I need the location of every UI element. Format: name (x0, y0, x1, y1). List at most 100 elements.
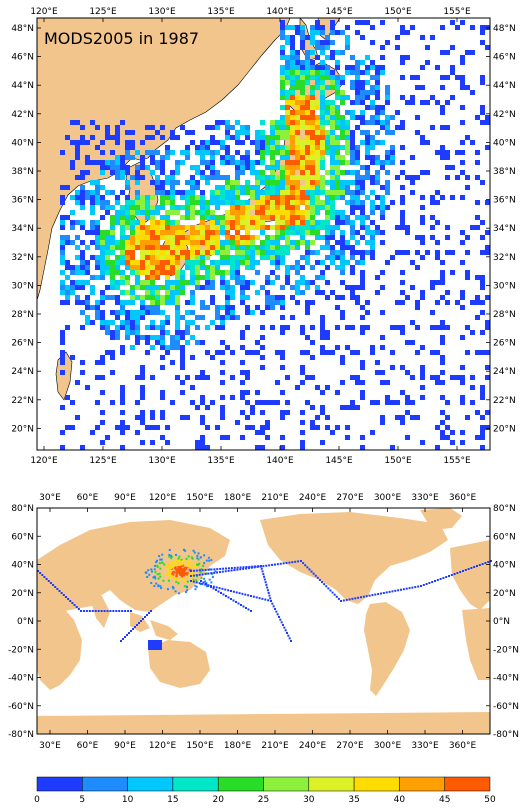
observation-cell (305, 60, 310, 65)
observation-cell (190, 245, 195, 250)
observation-cell (215, 325, 220, 330)
observation-cell (130, 245, 135, 250)
observation-cell (320, 275, 325, 280)
observation-cell (435, 325, 440, 330)
observation-cell (199, 556, 202, 559)
observation-cell (370, 235, 375, 240)
observation-cell (225, 435, 230, 440)
observation-cell (280, 390, 285, 395)
observation-cell (270, 250, 275, 255)
observation-cell (435, 380, 440, 385)
observation-cell (145, 270, 150, 275)
observation-cell (350, 285, 355, 290)
observation-cell (325, 425, 330, 430)
observation-cell (165, 190, 170, 195)
observation-cell (300, 195, 305, 200)
observation-cell (140, 210, 145, 215)
top-lat-label-right: 40°N (493, 138, 516, 148)
observation-cell (285, 180, 290, 185)
observation-cell (169, 562, 172, 565)
observation-cell (320, 330, 325, 335)
observation-cell (194, 588, 197, 591)
observation-cell (225, 260, 230, 265)
observation-cell (445, 250, 450, 255)
observation-cell (330, 260, 335, 265)
observation-cell (325, 130, 330, 135)
observation-cell (140, 375, 145, 380)
observation-cell (185, 320, 190, 325)
observation-cell (220, 220, 225, 225)
observation-cell (195, 270, 200, 275)
observation-cell (245, 130, 250, 135)
observation-cell (370, 190, 375, 195)
observation-cell (215, 175, 220, 180)
observation-cell (174, 590, 177, 593)
observation-cell (70, 210, 75, 215)
observation-cell (235, 215, 240, 220)
observation-cell (280, 85, 285, 90)
observation-cell (254, 565, 257, 568)
observation-cell (460, 230, 465, 235)
observation-cell (150, 240, 155, 245)
observation-cell (360, 395, 365, 400)
observation-cell (275, 255, 280, 260)
observation-cell (265, 275, 270, 280)
observation-cell (190, 280, 195, 285)
observation-cell (380, 592, 382, 595)
observation-cell (135, 175, 140, 180)
observation-cell (360, 70, 365, 75)
observation-cell (400, 365, 405, 370)
observation-cell (290, 200, 295, 205)
observation-cell (280, 145, 285, 150)
observation-cell (135, 330, 140, 335)
observation-cell (440, 150, 445, 155)
observation-cell (190, 175, 195, 180)
observation-cell (195, 240, 200, 245)
observation-cell (290, 230, 295, 235)
observation-cell (155, 205, 160, 210)
observation-cell (120, 290, 125, 295)
observation-cell (210, 190, 215, 195)
observation-cell (210, 210, 215, 215)
observation-cell (350, 195, 355, 200)
observation-cell (195, 340, 200, 345)
observation-cell (65, 295, 70, 300)
observation-cell (422, 584, 425, 586)
observation-cell (155, 300, 160, 305)
observation-cell (330, 190, 335, 195)
observation-cell (195, 185, 200, 190)
observation-cell (245, 295, 250, 300)
observation-cell (300, 275, 305, 280)
observation-cell (125, 265, 130, 270)
observation-cell (315, 195, 320, 200)
observation-cell (275, 220, 280, 225)
observation-cell (150, 270, 155, 275)
observation-cell (320, 260, 325, 265)
observation-cell (302, 562, 305, 565)
observation-cell (158, 562, 161, 565)
observation-cell (190, 400, 195, 405)
observation-cell (150, 265, 155, 270)
observation-cell (220, 415, 225, 420)
observation-cell (430, 280, 435, 285)
observation-cell (440, 25, 445, 30)
observation-cell (170, 345, 175, 350)
colorbar-label: 20 (212, 795, 224, 805)
observation-cell (450, 574, 453, 576)
observation-cell (120, 120, 125, 125)
observation-cell (290, 315, 295, 320)
observation-cell (473, 566, 476, 568)
observation-cell (285, 105, 290, 110)
observation-cell (60, 185, 65, 190)
top-lat-label-left: 24°N (11, 367, 34, 377)
observation-cell (330, 185, 335, 190)
observation-cell (370, 200, 375, 205)
observation-cell (245, 285, 250, 290)
observation-cell (245, 125, 250, 130)
observation-cell (159, 567, 162, 570)
observation-cell (414, 586, 417, 589)
observation-cell (285, 35, 290, 40)
bottom-lon-label-top: 30°E (39, 493, 61, 503)
observation-cell (335, 95, 340, 100)
observation-cell (480, 350, 485, 355)
